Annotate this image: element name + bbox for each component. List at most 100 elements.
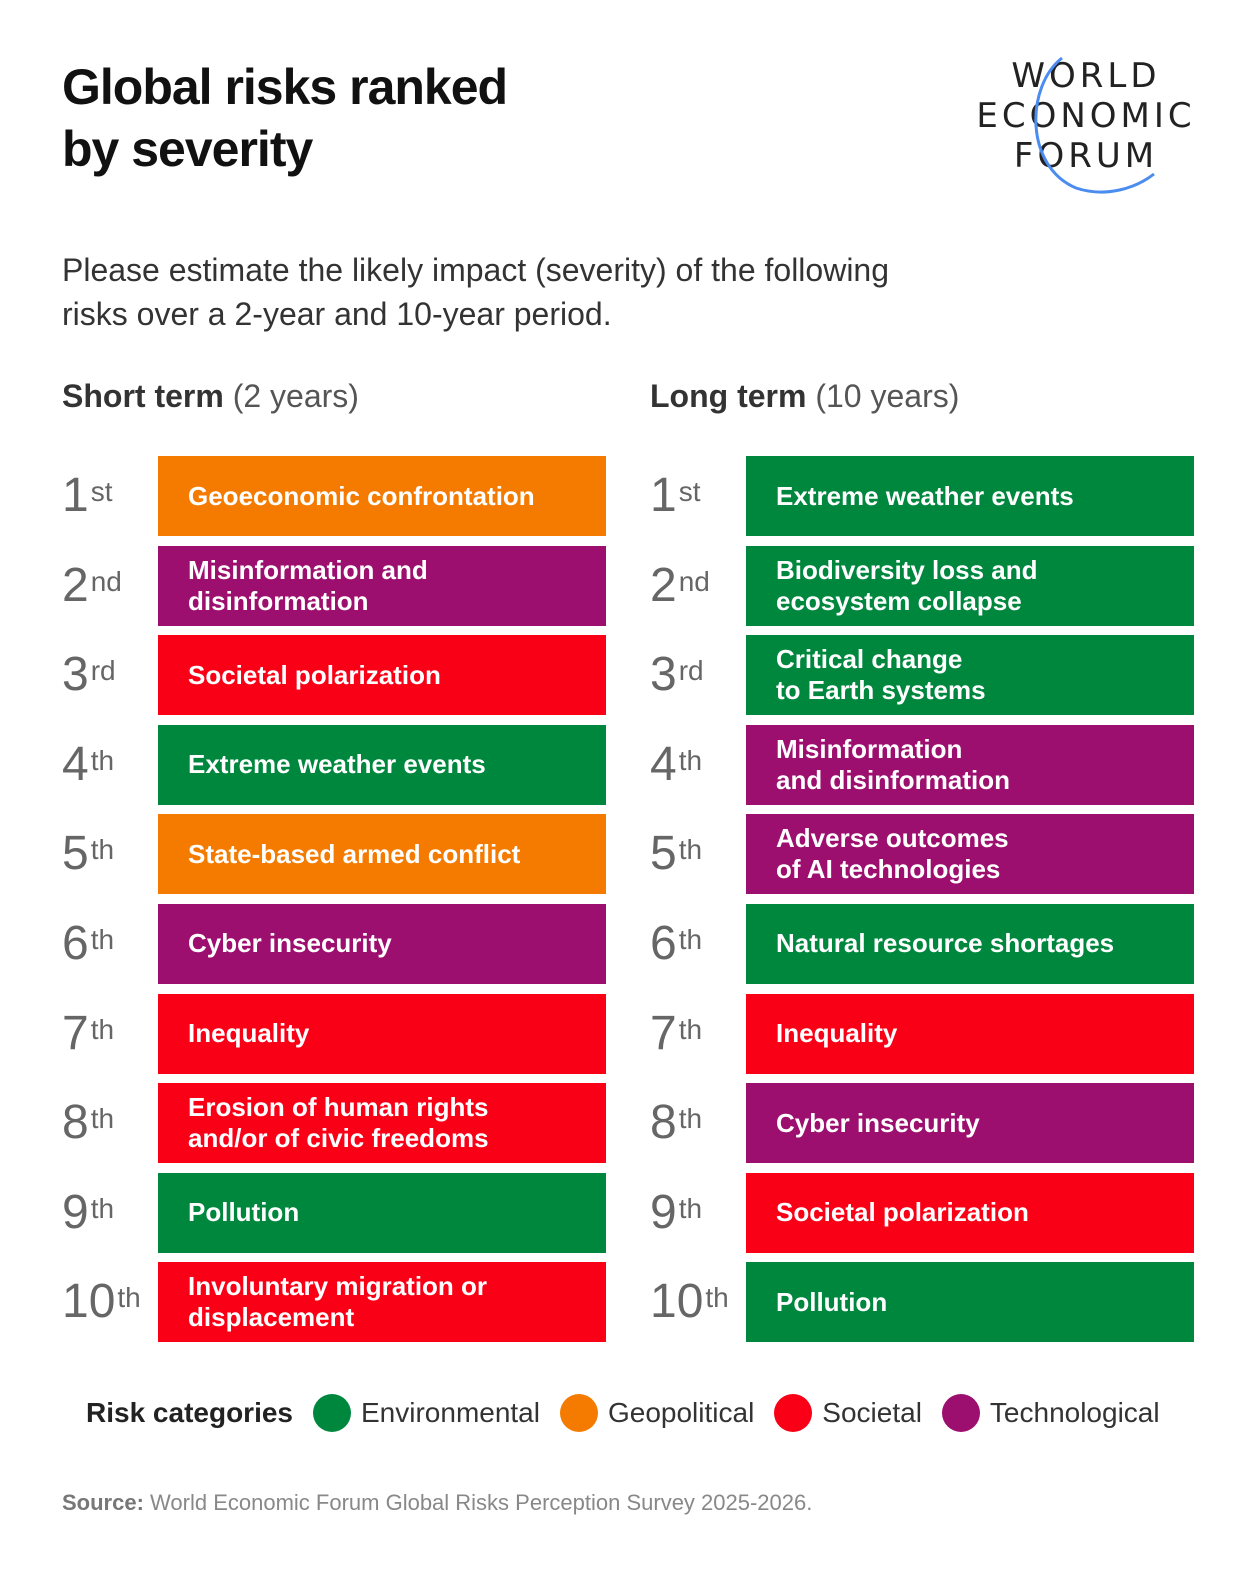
rank-number: 6th xyxy=(650,916,702,972)
rank-suffix: nd xyxy=(90,565,122,597)
wef-logo: WORLD ECONOMIC FORUM xyxy=(966,56,1206,196)
risk-row: 2nd Misinformation and disinformation xyxy=(62,545,622,636)
risk-row: 3rd Critical change to Earth systems xyxy=(650,635,1210,725)
risk-row: 4th Extreme weather events xyxy=(62,724,622,815)
rank-suffix: th xyxy=(90,923,115,955)
risk-row: 7th Inequality xyxy=(650,993,1210,1084)
risk-row: 8th Cyber insecurity xyxy=(650,1083,1210,1173)
rank-number: 2nd xyxy=(62,558,122,614)
long-term-list: 1st Extreme weather events 2nd Biodiversity… xyxy=(650,456,1210,1352)
legend: Risk categories Environmental Geopolitic… xyxy=(86,1394,1180,1432)
rank-number: 1st xyxy=(62,468,112,524)
rank-number: 8th xyxy=(62,1095,114,1151)
rank-value: 8 xyxy=(62,1096,89,1150)
rank-number: 1st xyxy=(650,468,700,524)
risk-bar: Pollution xyxy=(746,1262,1194,1343)
risk-bar: Erosion of human rights and/or of civic … xyxy=(158,1083,606,1164)
societal-dot-icon xyxy=(774,1394,813,1432)
rank-suffix: th xyxy=(90,834,115,866)
risk-bar: Geoeconomic confrontation xyxy=(158,456,606,536)
rank-number: 8th xyxy=(650,1095,702,1151)
rank-value: 7 xyxy=(62,1006,89,1060)
risk-row: 9th Pollution xyxy=(62,1172,622,1263)
risk-row: 5th Adverse outcomes of AI technologies xyxy=(650,814,1210,904)
short-term-list: 1st Geoeconomic confrontation 2nd Misinform… xyxy=(62,456,622,1352)
short-term-period: (2 years) xyxy=(232,378,359,414)
risk-bar: Inequality xyxy=(746,993,1194,1074)
rank-suffix: st xyxy=(90,476,113,507)
risk-bar: Societal polarization xyxy=(158,635,606,716)
source-label: Source: xyxy=(62,1490,144,1515)
risk-bar: Extreme weather events xyxy=(746,456,1194,536)
rank-number: 6th xyxy=(62,916,114,972)
rank-suffix: th xyxy=(90,1103,115,1135)
rank-suffix: th xyxy=(678,834,703,866)
long-term-label: Long term xyxy=(650,378,807,414)
risk-bar: Cyber insecurity xyxy=(746,1083,1194,1164)
legend-title: Risk categories xyxy=(86,1397,293,1428)
risk-bar: Inequality xyxy=(158,993,606,1074)
rank-number: 7th xyxy=(650,1006,702,1062)
legend-label: Geopolitical xyxy=(607,1397,755,1428)
rank-suffix: rd xyxy=(678,655,704,687)
rank-value: 8 xyxy=(650,1096,677,1150)
source-text: World Economic Forum Global Risks Percep… xyxy=(143,1490,813,1515)
rank-number: 3rd xyxy=(62,647,116,703)
legend-label: Technological xyxy=(989,1397,1160,1428)
rank-value: 6 xyxy=(650,916,677,970)
risk-row: 3rd Societal polarization xyxy=(62,635,622,725)
legend-item-environmental: Environmental xyxy=(313,1394,540,1432)
rank-value: 1 xyxy=(62,469,89,522)
rank-suffix: st xyxy=(678,476,701,507)
short-term-label: Short term xyxy=(62,378,224,414)
rank-value: 2 xyxy=(650,558,677,612)
rank-value: 3 xyxy=(650,648,677,702)
risk-bar: Extreme weather events xyxy=(158,724,606,805)
risk-row: 8th Erosion of human rights and/or of civ… xyxy=(62,1083,622,1173)
rank-suffix: nd xyxy=(678,565,710,597)
rank-number: 9th xyxy=(62,1185,114,1241)
risk-bar: Biodiversity loss and ecosystem collapse xyxy=(746,545,1194,626)
risk-row: 6th Cyber insecurity xyxy=(62,903,622,994)
survey-question: Please estimate the likely impact (sever… xyxy=(62,252,890,332)
environmental-dot-icon xyxy=(313,1394,351,1432)
rank-value: 4 xyxy=(650,737,677,791)
rank-number: 3rd xyxy=(650,647,704,703)
risk-bar: Cyber insecurity xyxy=(158,903,606,984)
rank-value: 5 xyxy=(62,827,89,881)
rank-value: 10 xyxy=(650,1275,704,1329)
rank-value: 9 xyxy=(62,1185,89,1239)
rank-suffix: th xyxy=(678,1103,703,1135)
long-term-period: (10 years) xyxy=(815,378,960,414)
rank-suffix: th xyxy=(90,744,115,776)
risk-bar: Natural resource shortages xyxy=(746,903,1194,984)
rank-value: 10 xyxy=(62,1275,116,1329)
rank-value: 2 xyxy=(62,558,89,612)
risk-row: 4th Misinformation and disinformation xyxy=(650,724,1210,815)
risk-row: 7th Inequality xyxy=(62,993,622,1084)
risk-row: 10th Pollution xyxy=(650,1262,1210,1352)
risk-row: 9th Societal polarization xyxy=(650,1172,1210,1263)
long-term-heading: Long term (10 years) xyxy=(650,378,959,415)
rank-suffix: th xyxy=(117,1282,141,1314)
legend-item-technological: Technological xyxy=(941,1394,1160,1432)
risk-row: 1st Extreme weather events xyxy=(650,456,1210,546)
risk-bar: Misinformation and disinformation xyxy=(746,724,1194,805)
risk-bar: Adverse outcomes of AI technologies xyxy=(746,814,1194,895)
legend-label: Societal xyxy=(822,1397,922,1428)
rank-number: 4th xyxy=(62,737,114,793)
risk-row: 10th Involuntary migration or displacemen… xyxy=(62,1262,622,1352)
legend-item-geopolitical: Geopolitical xyxy=(559,1394,755,1432)
logo-arc-icon xyxy=(1034,56,1155,194)
rank-number: 10th xyxy=(62,1274,141,1330)
rank-suffix: th xyxy=(678,744,703,776)
risk-row: 6th Natural resource shortages xyxy=(650,903,1210,994)
legend-item-societal: Societal xyxy=(774,1394,922,1432)
risk-row: 5th State-based armed conflict xyxy=(62,814,622,904)
rank-suffix: th xyxy=(705,1282,729,1314)
source-note: Source: World Economic Forum Global Risk… xyxy=(62,1490,812,1516)
rank-number: 9th xyxy=(650,1185,702,1241)
technological-dot-icon xyxy=(941,1394,980,1432)
rank-number: 10th xyxy=(650,1274,729,1330)
rank-value: 5 xyxy=(650,827,677,881)
